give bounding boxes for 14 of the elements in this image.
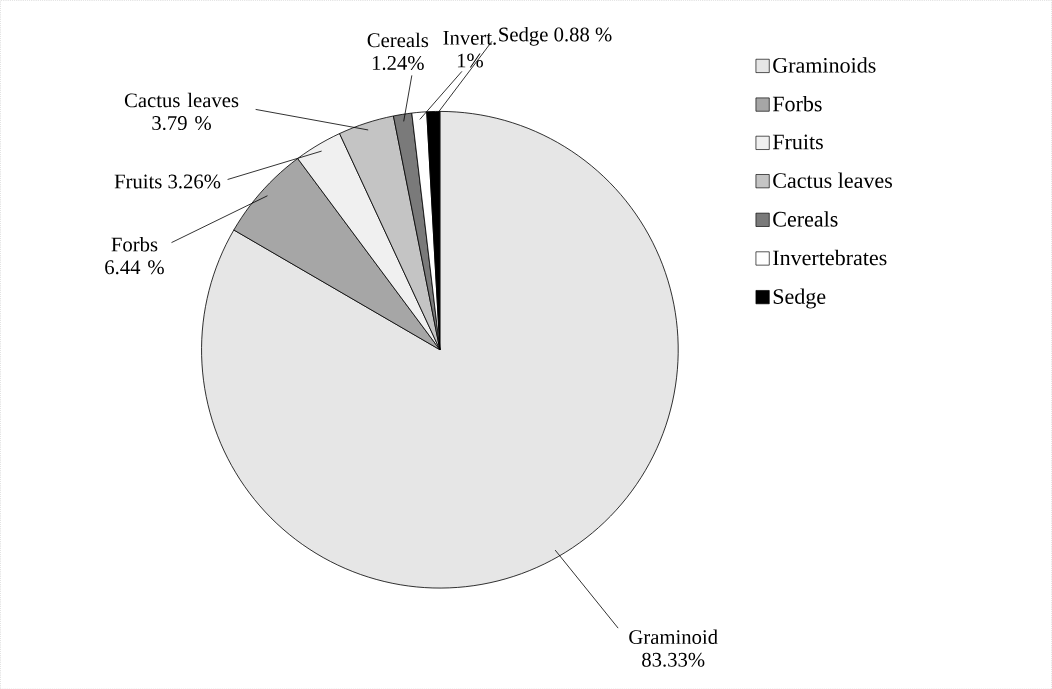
- data-label: Invert. 1%: [443, 30, 496, 68]
- legend-label: Graminoids: [773, 57, 876, 73]
- legend-label: Cereals: [773, 210, 838, 227]
- data-label: Sedge 0.88 %: [499, 26, 612, 46]
- data-label: Forbs 6.44 %: [105, 236, 164, 275]
- legend-label: Sedge: [773, 288, 826, 309]
- legend-label: Cactus leaves: [773, 172, 892, 188]
- legend-label: Forbs: [772, 95, 822, 112]
- data-label: Cactus leaves 3.79 %: [124, 92, 239, 130]
- legend-label: Fruits: [772, 134, 823, 150]
- data-label: Cereals 1.24%: [367, 32, 429, 70]
- data-label: Fruits 3.26%: [114, 174, 221, 189]
- data-label: Graminoid 83.33%: [629, 629, 718, 667]
- legend-label: Invertebrates: [773, 249, 887, 266]
